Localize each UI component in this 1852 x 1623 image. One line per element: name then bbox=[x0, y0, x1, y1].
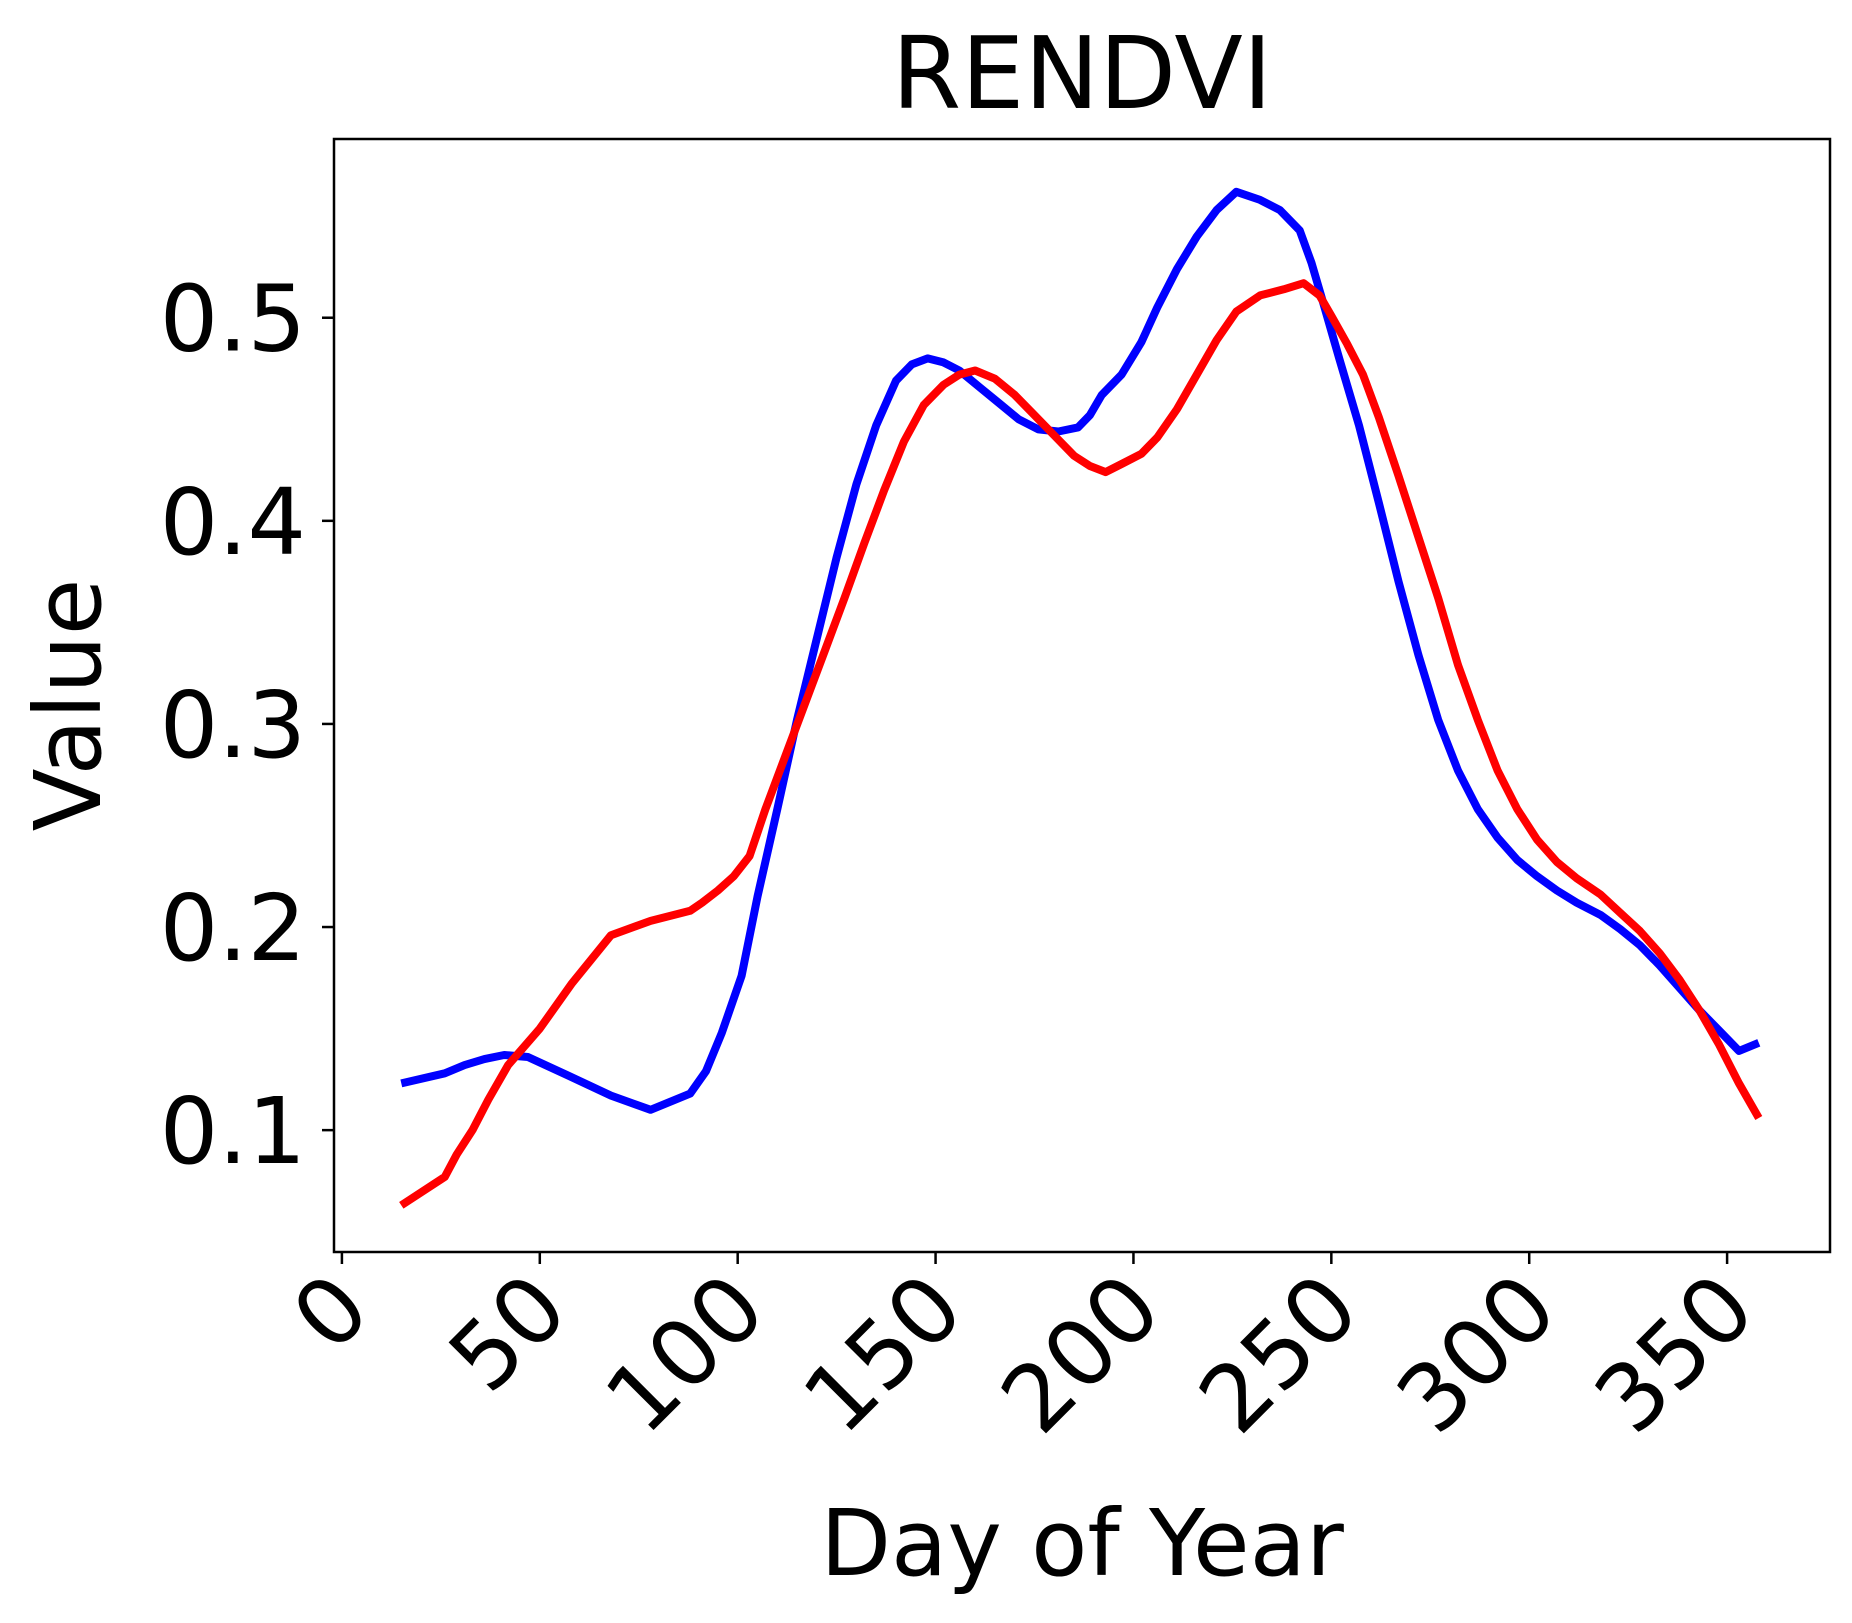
y-axis-label: Value bbox=[15, 579, 122, 832]
plot-area-frame bbox=[332, 137, 1832, 1254]
series-line-1 bbox=[400, 187, 1761, 1114]
y-tick-label: 0.1 bbox=[160, 1078, 306, 1185]
chart-title: RENDVI bbox=[892, 15, 1273, 132]
y-tick-label: 0.4 bbox=[160, 469, 306, 576]
y-tick-label: 0.5 bbox=[160, 266, 306, 373]
y-tick-label: 0.3 bbox=[160, 672, 306, 779]
series-layer bbox=[399, 187, 1763, 1209]
y-axis-ticks: 0.1 0.2 0.3 0.4 0.5 bbox=[160, 266, 334, 1185]
y-tick-label: 0.2 bbox=[160, 875, 306, 982]
series-line-2 bbox=[399, 279, 1763, 1209]
x-axis-label: Day of Year bbox=[820, 1490, 1344, 1597]
